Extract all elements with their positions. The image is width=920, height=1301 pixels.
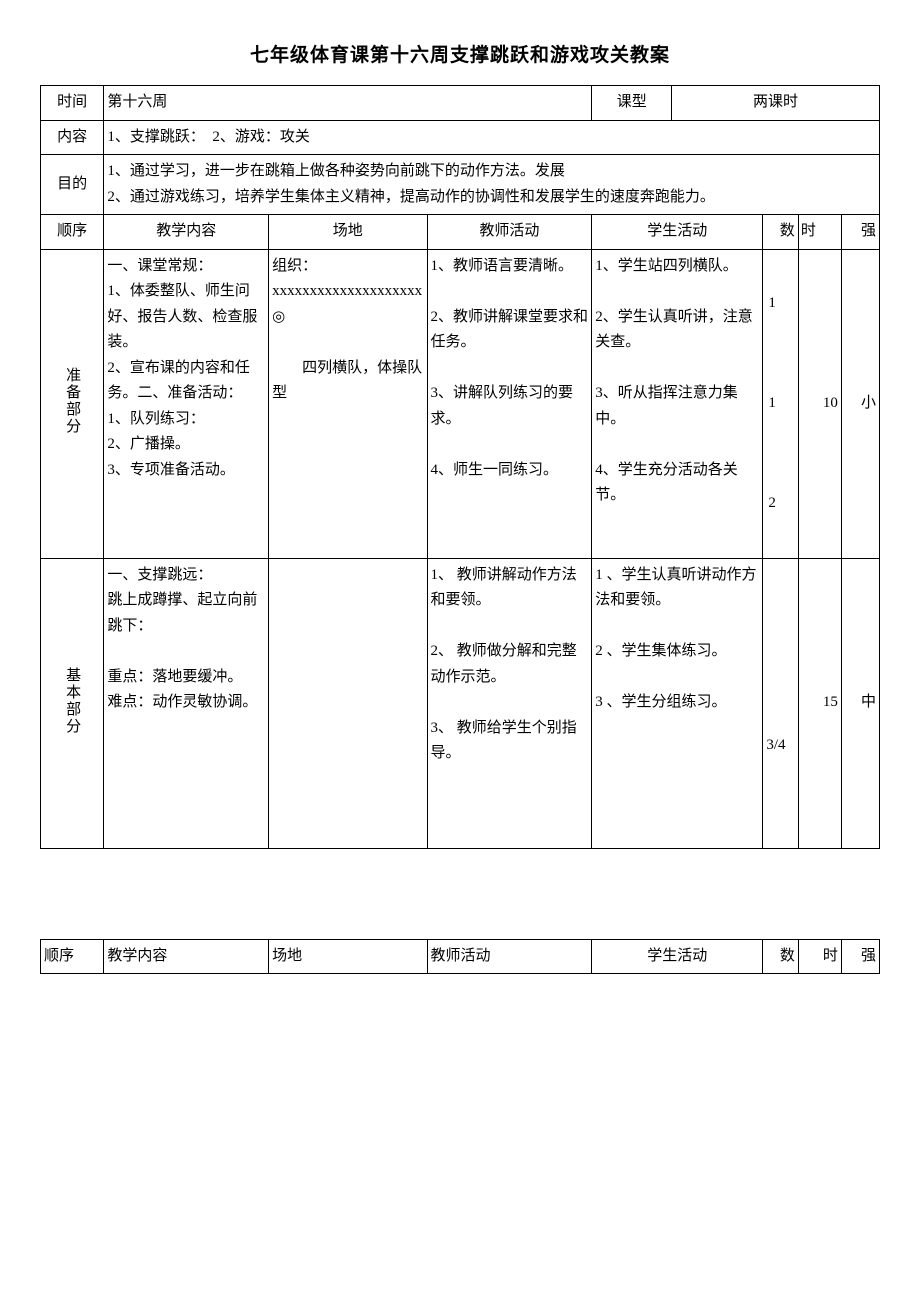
prep-teacher: 1、教师语言要清晰。 2、教师讲解课堂要求和任务。 3、讲解队列练习的要求。 4…	[427, 249, 592, 558]
field-header: 场地	[269, 215, 427, 250]
lesson-plan-table-2: 顺序 教学内容 场地 教师活动 学生活动 数 时 强	[40, 939, 880, 975]
lesson-plan-table: 时间 第十六周 课型 两课时 内容 1、支撑跳跃： 2、游戏：攻关 目的 1、通…	[40, 85, 880, 849]
num-header: 数	[763, 215, 798, 250]
basic-nums: 3/4	[763, 558, 798, 848]
goal-value: 1、通过学习，进一步在跳箱上做各种姿势向前跳下的动作方法。发展 2、通过游戏练习…	[104, 155, 880, 215]
basic-teach-content: 一、支撑跳远： 跳上成蹲撑、起立向前跳下： 重点：落地要缓冲。 难点：动作灵敏协…	[104, 558, 269, 848]
basic-intensity: 中	[841, 558, 879, 848]
prep-field: 组织： xxxxxxxxxxxxxxxxxxxx ◎ 四列横队，体操队型	[269, 249, 427, 558]
time-col-header: 时	[798, 215, 841, 250]
prep-intensity: 小	[841, 249, 879, 558]
prep-teach-content: 一、课堂常规： 1、体委整队、师生问好、报告人数、检查服装。 2、宣布课的内容和…	[104, 249, 269, 558]
teach-content-header: 教学内容	[104, 215, 269, 250]
prep-time: 10	[798, 249, 841, 558]
time-col-header-2: 时	[798, 939, 841, 974]
basic-student: 1 、学生认真听讲动作方法和要领。 2 、学生集体练习。 3 、学生分组练习。	[592, 558, 763, 848]
student-act-header: 学生活动	[592, 215, 763, 250]
content-value: 1、支撑跳跃： 2、游戏：攻关	[104, 120, 880, 155]
basic-time: 15	[798, 558, 841, 848]
goal-label: 目的	[41, 155, 104, 215]
int-header-2: 强	[841, 939, 879, 974]
document-title: 七年级体育课第十六周支撑跳跃和游戏攻关教案	[40, 40, 880, 67]
num-header-2: 数	[763, 939, 798, 974]
class-type-label: 课型	[592, 86, 672, 121]
seq-header: 顺序	[41, 215, 104, 250]
basic-field	[269, 558, 427, 848]
basic-teacher: 1、 教师讲解动作方法和要领。 2、 教师做分解和完整动作示范。 3、 教师给学…	[427, 558, 592, 848]
student-act-header-2: 学生活动	[592, 939, 763, 974]
content-label: 内容	[41, 120, 104, 155]
int-header: 强	[841, 215, 879, 250]
teacher-act-header-2: 教师活动	[427, 939, 592, 974]
prep-nums: 1 1 2	[763, 249, 798, 558]
field-header-2: 场地	[269, 939, 427, 974]
basic-section-label: 基本部分	[41, 558, 104, 848]
class-type-value: 两课时	[672, 86, 880, 121]
prep-student: 1、学生站四列横队。 2、学生认真听讲，注意关查。 3、听从指挥注意力集中。 4…	[592, 249, 763, 558]
seq-header-2: 顺序	[41, 939, 104, 974]
teacher-act-header: 教师活动	[427, 215, 592, 250]
teach-content-header-2: 教学内容	[104, 939, 269, 974]
time-label: 时间	[41, 86, 104, 121]
prep-section-label: 准备部分	[41, 249, 104, 558]
time-value: 第十六周	[104, 86, 592, 121]
